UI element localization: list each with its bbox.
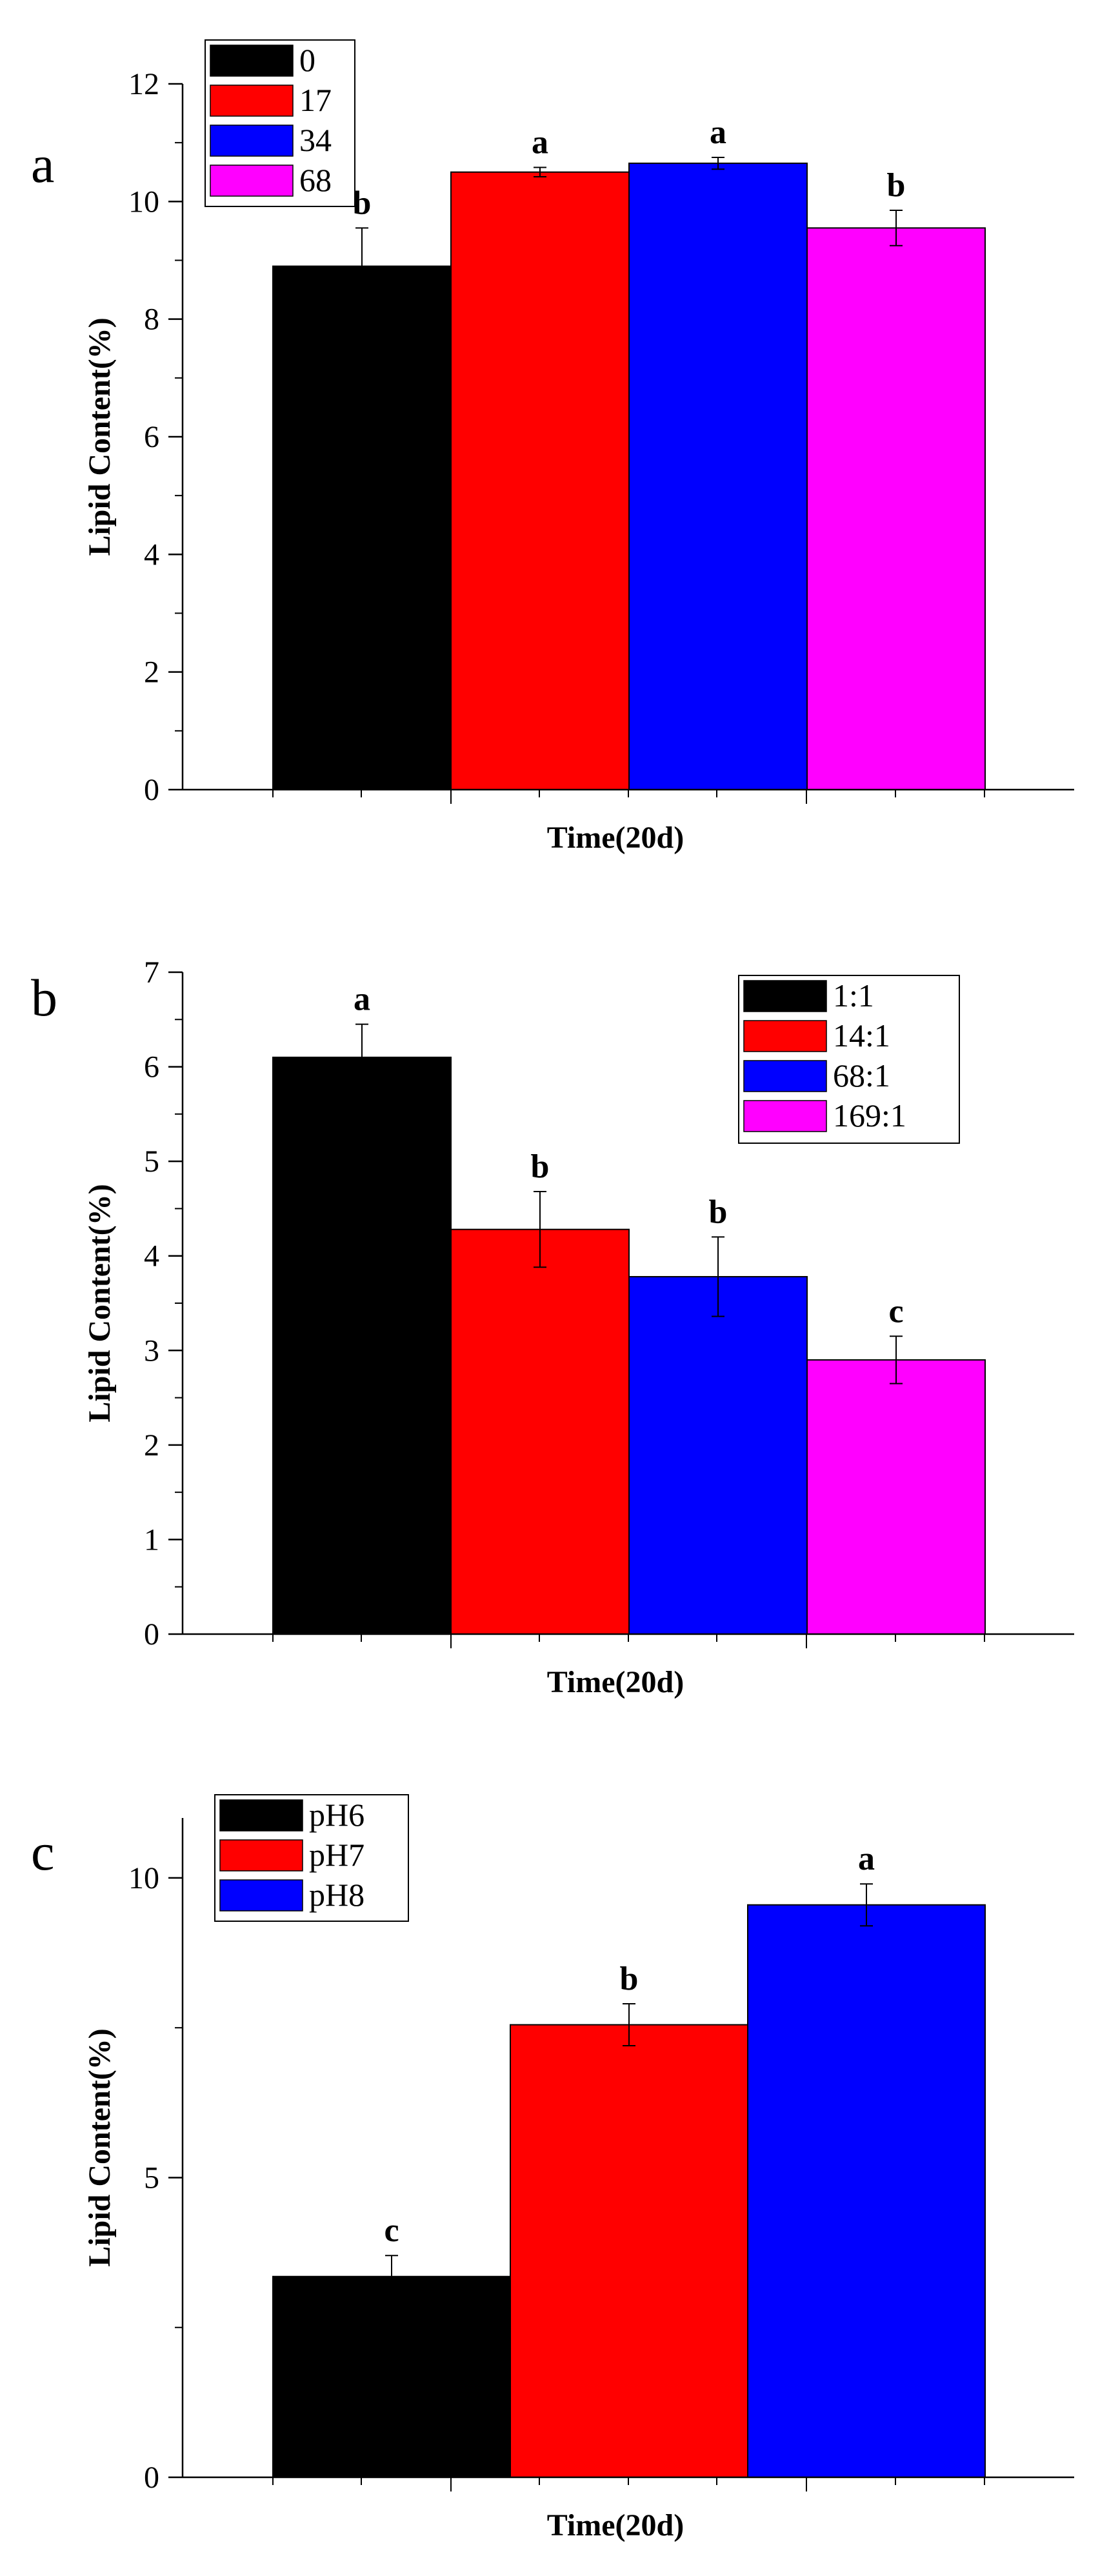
error-bar [890,210,903,246]
x-axis-title: Time(20d) [547,821,684,855]
legend-label: 68:1 [833,1057,890,1093]
legend-swatch [210,125,294,157]
significance-label: b [709,1193,728,1230]
bar [450,171,630,790]
y-tick-label: 5 [144,1144,159,1179]
y-tick-label: 8 [144,303,159,337]
y-tick-label: 0 [144,1617,159,1652]
error-bar [890,1335,903,1384]
legend-label: 68 [299,162,332,198]
significance-label: b [887,167,906,204]
legend-swatch [210,165,294,197]
bar [272,2275,511,2479]
significance-label: c [888,1293,903,1330]
significance-label: a [710,114,726,151]
panel-label: c [31,1822,54,1881]
legend-swatch [743,1100,827,1132]
y-tick-label: 12 [128,67,159,101]
legend-label: pH6 [309,1797,365,1833]
error-bar [623,2003,635,2047]
legend-swatch [210,45,294,77]
significance-label: b [620,1961,639,1997]
x-axis-title: Time(20d) [547,2508,684,2542]
y-tick-label: 4 [144,537,159,572]
error-bar [534,166,546,178]
legend-label: 1:1 [833,977,874,1013]
bar [628,163,808,790]
legend-swatch [743,1020,827,1052]
panel-label: a [31,135,54,194]
y-tick-label: 4 [144,1239,159,1273]
error-bar [355,1023,368,1092]
panel-label: b [31,968,57,1027]
legend-swatch [219,1799,303,1832]
legend-label: 0 [299,42,315,78]
bar [450,1228,630,1635]
y-tick-label: 0 [144,773,159,807]
significance-label: b [353,185,372,221]
significance-label: a [858,1841,875,1877]
y-tick-label: 10 [128,1861,159,1895]
error-bar [385,2255,398,2299]
y-tick-label: 6 [144,420,159,454]
bar [272,1056,452,1635]
legend-label: pH7 [309,1837,365,1873]
error-bar [712,1236,724,1317]
error-bar [712,156,724,170]
error-bar [860,1883,873,1927]
legend-swatch [210,85,294,117]
bar [806,227,986,790]
legend-swatch [219,1879,303,1912]
chart-panel-b: b a b b c 0 1 2 3 4 5 6 7 Time(20d) Lipid Content(%) 1:… [31,955,1074,1699]
y-tick-label: 10 [128,185,159,219]
y-tick-label: 3 [144,1333,159,1368]
bar [747,1904,986,2479]
legend: 0 17 34 68 [205,39,355,207]
legend-label: pH8 [309,1877,365,1913]
legend-label: 34 [299,122,332,158]
y-tick-label: 5 [144,2161,159,2195]
error-bar [355,227,368,305]
significance-label: c [384,2212,399,2249]
bar [806,1359,986,1635]
y-axis-title: Lipid Content(%) [83,1184,117,1422]
y-tick-label: 7 [144,955,159,990]
significance-label: b [531,1148,550,1185]
legend-swatch [743,1060,827,1092]
bar [272,265,452,791]
y-tick-label: 6 [144,1050,159,1084]
bar [628,1275,808,1635]
bar [510,2024,748,2478]
legend: pH6 pH7 pH8 [214,1794,409,1922]
legend-label: 169:1 [833,1097,906,1133]
y-tick-label: 1 [144,1523,159,1557]
y-tick-label: 2 [144,655,159,690]
y-tick-label: 2 [144,1428,159,1463]
significance-label: a [532,124,548,161]
error-bar [534,1191,546,1268]
legend-swatch [743,980,827,1012]
legend: 1:1 14:1 68:1 169:1 [738,975,960,1144]
y-tick-label: 0 [144,2461,159,2495]
y-axis-title: Lipid Content(%) [83,317,117,555]
significance-label: a [354,981,370,1018]
legend-swatch [219,1839,303,1872]
y-axis-title: Lipid Content(%) [83,2028,117,2266]
legend-label: 17 [299,82,332,118]
legend-label: 14:1 [833,1017,890,1053]
x-axis-title: Time(20d) [547,1665,684,1699]
